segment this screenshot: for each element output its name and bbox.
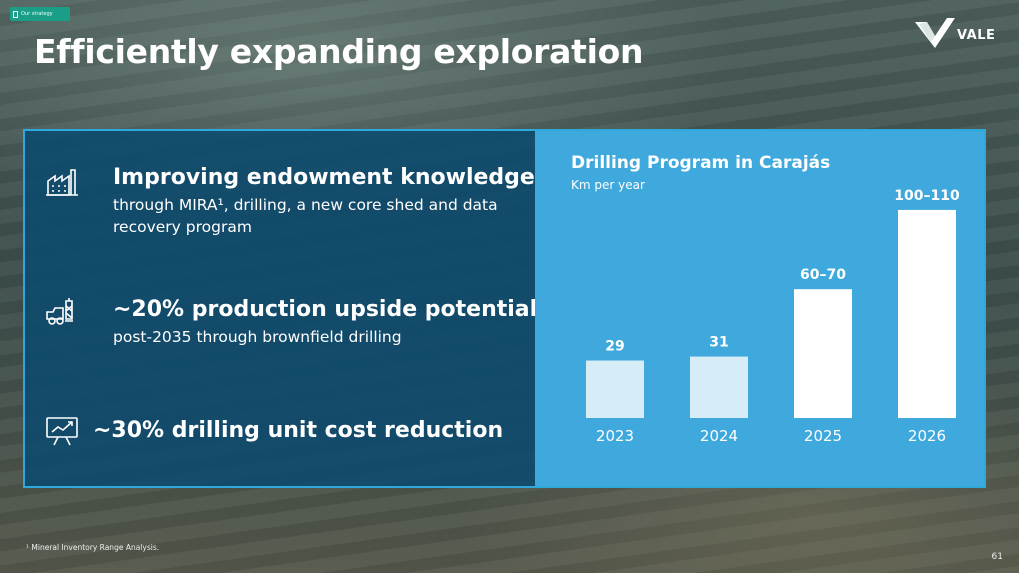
bar-2024 (690, 356, 748, 418)
clipboard-icon (13, 10, 18, 18)
bar-value-label: 60–70 (800, 267, 846, 283)
footnote: ¹ Mineral Inventory Range Analysis. (26, 543, 160, 552)
highlight-description: through MIRA¹, drilling, a new core shed… (113, 196, 498, 236)
chart-subtitle: Km per year (571, 178, 645, 192)
section-tag: Our strategy (10, 7, 70, 21)
highlight-heading: Improving endowment knowledge (113, 165, 535, 190)
drilling-bar-chart: 29 2023 31 2024 60–70 2025 100–110 2026 (586, 188, 960, 445)
vale-logo-text: VALE (957, 28, 996, 43)
factory-icon (46, 169, 78, 196)
x-tick-label: 2025 (804, 427, 842, 445)
content-panel: Improving endowment knowledge through MI… (23, 129, 986, 488)
x-tick-label: 2023 (596, 427, 634, 445)
highlights-panel: Improving endowment knowledge through MI… (25, 131, 538, 486)
highlight-heading: ~30% drilling unit cost reduction (93, 418, 504, 443)
vale-logo-icon (915, 18, 955, 48)
bar-2025 (794, 289, 852, 418)
bar-value-label: 100–110 (894, 188, 960, 204)
x-tick-label: 2024 (700, 427, 738, 445)
bar-2023 (586, 360, 644, 418)
bar-value-label: 29 (605, 339, 624, 355)
drill-truck-icon (46, 298, 73, 325)
bar-value-label: 31 (709, 335, 728, 351)
section-tag-label: Our strategy (21, 11, 53, 17)
vale-logo: VALE (913, 16, 1005, 50)
bar-2026 (898, 209, 956, 418)
highlight-heading: ~20% production upside potential (113, 297, 538, 322)
page-title: Efficiently expanding exploration (34, 32, 644, 71)
page-number: 61 (991, 552, 1003, 562)
chart-title: Drilling Program in Carajás (571, 153, 831, 173)
drilling-chart-panel: Drilling Program in Carajás Km per year … (535, 131, 984, 486)
highlight-description: post-2035 through brownfield drilling (113, 328, 402, 346)
chart-presentation-icon (46, 417, 78, 446)
x-tick-label: 2026 (908, 427, 946, 445)
